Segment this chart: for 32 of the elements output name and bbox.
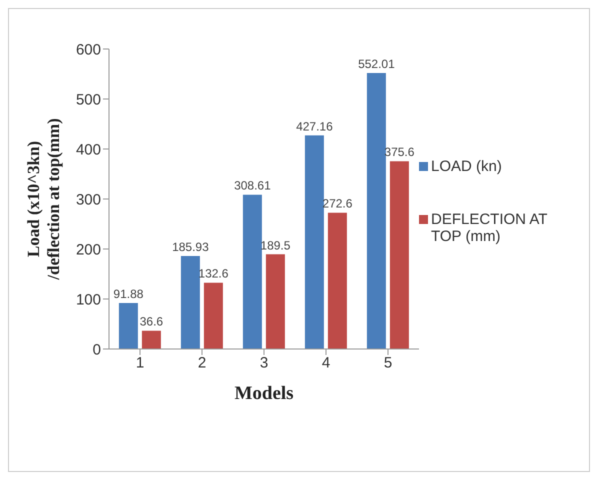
- data-label: 91.88: [113, 287, 144, 302]
- bar: [304, 135, 324, 349]
- y-tick-label: 300: [76, 191, 101, 208]
- x-tick-label: 1: [136, 354, 144, 372]
- data-label: 427.16: [296, 119, 334, 134]
- bar: [204, 282, 223, 349]
- legend-label: LOAD (kn): [431, 158, 502, 174]
- legend-label: DEFLECTION AT TOP (mm): [431, 210, 548, 244]
- data-label: 185.93: [172, 240, 210, 254]
- x-tick-label: 3: [260, 354, 268, 372]
- x-tick-label: 2: [198, 354, 206, 372]
- bar: [242, 194, 262, 349]
- bar: [390, 161, 409, 349]
- x-tick-label: 4: [322, 354, 330, 372]
- y-tick-label: 100: [76, 291, 101, 308]
- bar: [118, 303, 138, 349]
- y-tick-label: 0: [92, 341, 101, 358]
- bar: [180, 256, 200, 349]
- y-tick-label: 600: [76, 41, 101, 58]
- bar: [328, 212, 347, 349]
- data-label: 36.6: [140, 314, 164, 329]
- y-axis-title: Load (x10^3kn) /deflection at top(mm): [24, 118, 63, 281]
- bar: [266, 254, 285, 349]
- data-label: 552.01: [358, 56, 396, 71]
- x-axis-title: Models: [234, 383, 294, 404]
- bar: [366, 72, 386, 349]
- bar: [142, 330, 161, 349]
- y-tick-label: 200: [76, 241, 101, 258]
- data-label: 308.61: [234, 178, 272, 193]
- x-tick-label: 5: [384, 354, 392, 372]
- y-tick-label: 500: [76, 91, 101, 108]
- y-tick-label: 400: [76, 141, 101, 158]
